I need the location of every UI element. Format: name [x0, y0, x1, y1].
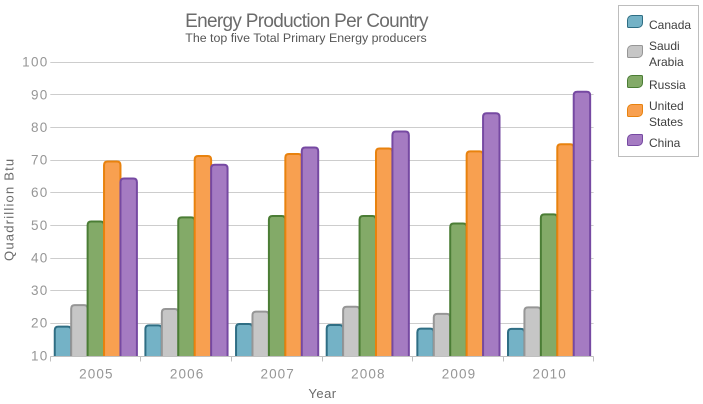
svg-text:2010: 2010 [532, 366, 566, 381]
svg-text:100: 100 [22, 55, 48, 70]
svg-text:40: 40 [31, 251, 49, 266]
svg-text:80: 80 [31, 120, 49, 135]
svg-text:60: 60 [31, 185, 49, 200]
svg-text:2009: 2009 [442, 366, 476, 381]
svg-text:Quadrillion Btu: Quadrillion Btu [2, 158, 17, 261]
svg-text:20: 20 [31, 316, 49, 331]
svg-text:90: 90 [31, 87, 49, 102]
svg-text:Year: Year [308, 386, 336, 401]
svg-text:The top five Total Primary Ene: The top five Total Primary Energy produc… [185, 31, 427, 45]
svg-text:10: 10 [31, 348, 49, 363]
svg-text:2005: 2005 [79, 366, 113, 381]
svg-text:2008: 2008 [351, 366, 385, 381]
svg-text:70: 70 [31, 153, 49, 168]
svg-text:30: 30 [31, 283, 49, 298]
svg-text:50: 50 [31, 218, 49, 233]
svg-text:2007: 2007 [260, 366, 294, 381]
svg-text:2006: 2006 [170, 366, 204, 381]
svg-text:Energy Production Per Country: Energy Production Per Country [185, 11, 429, 32]
